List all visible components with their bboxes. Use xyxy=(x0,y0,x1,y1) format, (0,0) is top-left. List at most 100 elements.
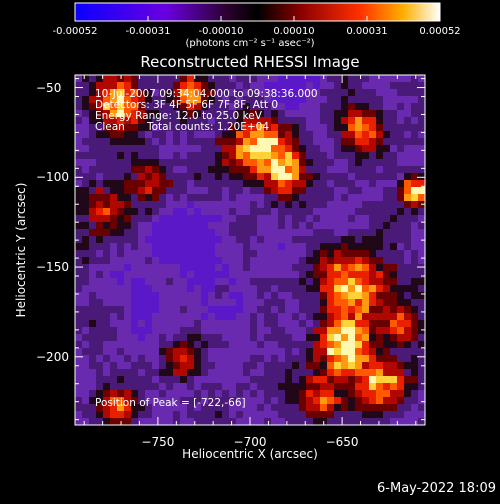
image-pixel xyxy=(145,194,153,202)
image-pixel xyxy=(96,89,104,97)
image-pixel xyxy=(152,166,160,174)
image-pixel xyxy=(271,229,279,237)
image-pixel xyxy=(131,313,139,321)
image-pixel xyxy=(418,411,426,419)
image-pixel xyxy=(383,117,391,125)
image-pixel xyxy=(369,327,377,335)
image-pixel xyxy=(306,166,314,174)
image-pixel xyxy=(229,222,237,230)
image-pixel xyxy=(264,348,272,356)
image-pixel xyxy=(180,166,188,174)
image-pixel xyxy=(271,404,279,412)
image-pixel xyxy=(215,285,223,293)
image-pixel xyxy=(411,418,419,426)
image-pixel xyxy=(320,222,328,230)
image-pixel xyxy=(313,341,321,349)
image-pixel xyxy=(166,397,174,405)
image-pixel xyxy=(166,285,174,293)
image-pixel xyxy=(152,215,160,223)
image-pixel xyxy=(362,166,370,174)
colorbar-tick-label: 0.00052 xyxy=(419,26,461,37)
image-pixel xyxy=(285,145,293,153)
image-pixel xyxy=(180,285,188,293)
image-pixel xyxy=(418,383,426,391)
image-pixel xyxy=(369,75,377,83)
image-pixel xyxy=(159,250,167,258)
image-pixel xyxy=(180,138,188,146)
image-pixel xyxy=(243,271,251,279)
image-pixel xyxy=(187,362,195,370)
image-pixel xyxy=(362,124,370,132)
image-pixel xyxy=(145,369,153,377)
image-pixel xyxy=(173,117,181,125)
image-pixel xyxy=(306,138,314,146)
image-pixel xyxy=(250,397,258,405)
image-pixel xyxy=(187,145,195,153)
image-pixel xyxy=(292,327,300,335)
image-pixel xyxy=(215,75,223,83)
image-pixel xyxy=(348,404,356,412)
image-pixel xyxy=(215,250,223,258)
image-pixel xyxy=(257,271,265,279)
image-pixel xyxy=(355,159,363,167)
image-pixel xyxy=(334,320,342,328)
image-pixel xyxy=(110,222,118,230)
image-pixel xyxy=(236,201,244,209)
image-pixel xyxy=(124,110,132,118)
image-pixel xyxy=(187,334,195,342)
image-pixel xyxy=(390,236,398,244)
image-pixel xyxy=(327,327,335,335)
image-pixel xyxy=(138,418,146,426)
image-pixel xyxy=(208,341,216,349)
image-pixel xyxy=(404,152,412,160)
image-pixel xyxy=(418,278,426,286)
image-pixel xyxy=(369,341,377,349)
image-pixel xyxy=(362,229,370,237)
image-pixel xyxy=(208,397,216,405)
image-pixel xyxy=(89,222,97,230)
axis-ticks xyxy=(75,75,425,425)
image-pixel xyxy=(341,257,349,265)
image-pixel xyxy=(264,278,272,286)
image-pixel xyxy=(82,82,90,90)
image-pixel xyxy=(236,75,244,83)
image-pixel xyxy=(264,187,272,195)
image-pixel xyxy=(117,110,125,118)
image-pixel xyxy=(397,376,405,384)
image-pixel xyxy=(173,278,181,286)
image-pixel xyxy=(96,222,104,230)
image-pixel xyxy=(355,327,363,335)
image-pixel xyxy=(187,271,195,279)
image-pixel xyxy=(131,222,139,230)
image-pixel xyxy=(306,390,314,398)
image-pixel xyxy=(250,390,258,398)
image-pixel xyxy=(327,299,335,307)
image-pixel xyxy=(110,299,118,307)
image-pixel xyxy=(411,229,419,237)
image-pixel xyxy=(362,278,370,286)
image-pixel xyxy=(82,418,90,426)
image-pixel xyxy=(236,222,244,230)
image-pixel xyxy=(299,131,307,139)
image-pixel xyxy=(411,355,419,363)
image-pixel xyxy=(159,285,167,293)
image-pixel xyxy=(299,404,307,412)
image-pixel xyxy=(257,243,265,251)
image-pixel xyxy=(187,166,195,174)
image-pixel xyxy=(306,180,314,188)
image-pixel xyxy=(194,376,202,384)
image-pixel xyxy=(306,334,314,342)
image-pixel xyxy=(362,215,370,223)
image-pixel xyxy=(327,152,335,160)
image-pixel xyxy=(376,173,384,181)
image-pixel xyxy=(362,348,370,356)
image-pixel xyxy=(173,131,181,139)
image-pixel xyxy=(334,376,342,384)
image-pixel xyxy=(404,292,412,300)
image-pixel xyxy=(313,110,321,118)
image-pixel xyxy=(404,187,412,195)
image-pixel xyxy=(75,341,83,349)
image-pixel xyxy=(222,180,230,188)
image-pixel xyxy=(194,355,202,363)
image-pixel xyxy=(159,390,167,398)
